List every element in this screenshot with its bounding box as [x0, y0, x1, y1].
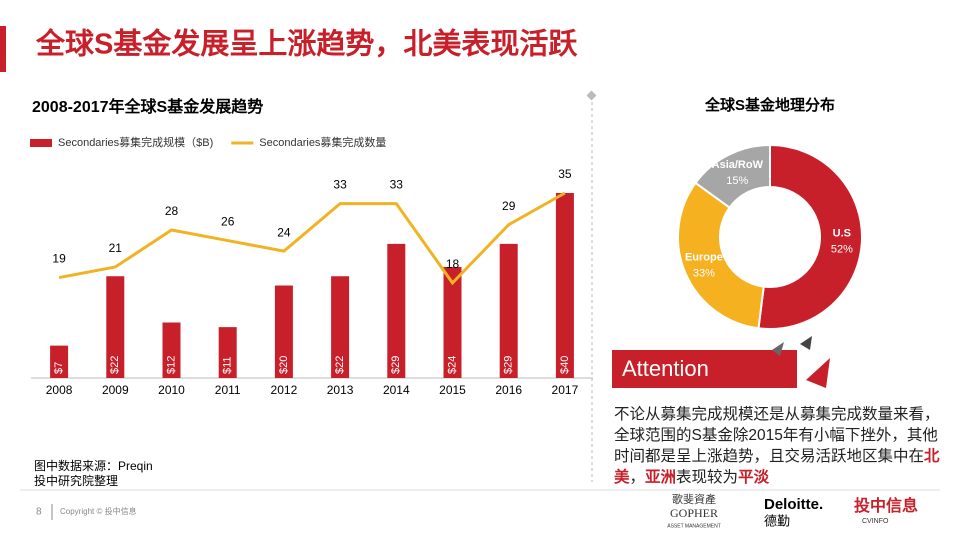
donut-slice	[677, 181, 765, 330]
point-label: 33	[333, 178, 347, 192]
value-label: $7	[53, 362, 65, 374]
title-bar	[0, 26, 6, 72]
slice-value: 33%	[693, 268, 715, 280]
donut-slice	[757, 143, 863, 330]
legend-label: Secondaries募集完成规模（$B)	[58, 135, 213, 149]
legend-label: Secondaries募集完成数量	[259, 135, 386, 149]
logo: Deloitte.	[764, 496, 823, 513]
point-label: 28	[165, 204, 179, 218]
attention-box	[612, 350, 797, 388]
bar	[443, 267, 462, 378]
source: 投中研究院整理	[34, 473, 118, 488]
slice-name: Europe	[685, 252, 723, 264]
x-tick-label: 2014	[383, 383, 410, 397]
value-label: $11	[222, 356, 234, 374]
value-label: $29	[390, 356, 402, 374]
value-label: $24	[446, 356, 458, 374]
point-label: 21	[109, 241, 123, 255]
source: 图中数据来源：Preqin	[34, 458, 153, 473]
highlight: 亚洲	[645, 469, 677, 486]
x-tick-label: 2017	[552, 383, 579, 397]
logo: GOPHER	[670, 506, 718, 520]
x-tick-label: 2008	[46, 383, 73, 397]
bar	[555, 193, 574, 378]
point-label: 24	[277, 225, 291, 239]
value-label: $22	[109, 356, 121, 374]
value-label: $20	[278, 356, 290, 374]
slice-value: 52%	[831, 243, 853, 255]
bar	[331, 276, 350, 378]
logo: 投中信息	[854, 496, 918, 515]
x-tick-label: 2011	[215, 383, 241, 397]
x-tick-label: 2010	[158, 383, 185, 397]
deco	[772, 342, 784, 356]
page-number: 8	[36, 507, 42, 518]
point-label: 35	[558, 167, 572, 181]
text: ，	[629, 469, 646, 486]
bar	[50, 345, 69, 378]
bar	[218, 327, 237, 378]
x-tick-label: 2013	[327, 383, 354, 397]
slice-name: U.S	[833, 227, 851, 239]
pie-title: 全球S基金地理分布	[704, 96, 835, 114]
point-label: 19	[52, 252, 66, 266]
highlight: 平淡	[738, 469, 770, 486]
value-label: $40	[559, 356, 571, 374]
chart-title: 2008-2017年全球S基金发展趋势	[32, 97, 263, 116]
point-label: 33	[390, 178, 404, 192]
point-label: 26	[221, 215, 235, 229]
x-tick-label: 2012	[271, 383, 298, 397]
deco	[806, 358, 830, 388]
x-tick-label: 2015	[439, 383, 466, 397]
logo: ASSET MANAGEMENT	[667, 523, 721, 529]
bar	[274, 285, 293, 378]
value-label: $29	[503, 356, 515, 374]
highlight: 北美	[614, 448, 940, 486]
legend-swatch	[30, 139, 52, 147]
x-tick-label: 2016	[495, 383, 522, 397]
attention-label: Attention	[622, 356, 709, 381]
x-tick-label: 2009	[102, 383, 129, 397]
bar	[106, 276, 125, 378]
point-label: 29	[502, 199, 516, 213]
text: 不论从募集完成规模还是从募集完成数量来看，全球范围的S基金除2015年有小幅下挫…	[614, 406, 940, 465]
logo: 歌斐資產	[672, 492, 716, 506]
slice-value: 15%	[726, 175, 748, 187]
donut-slice	[694, 143, 771, 210]
slide-title: 全球S基金发展呈上涨趋势，北美表现活跃	[35, 27, 578, 61]
bar	[162, 322, 181, 378]
text: 表现较为	[676, 469, 739, 486]
deco	[800, 336, 812, 350]
attention-text: 不论从募集完成规模还是从募集完成数量来看，全球范围的S基金除2015年有小幅下挫…	[614, 404, 942, 488]
separator-cap	[586, 90, 597, 101]
copyright: Copyright © 投中信息	[60, 506, 137, 516]
value-label: $22	[334, 356, 346, 374]
bar	[387, 243, 406, 378]
bar	[499, 243, 518, 378]
point-label: 18	[446, 257, 460, 271]
line	[58, 191, 566, 286]
logo: 德勤	[764, 513, 790, 528]
slice-name: Asia/RoW	[712, 159, 764, 171]
logo: CVINFO	[862, 518, 889, 525]
value-label: $12	[165, 356, 177, 374]
